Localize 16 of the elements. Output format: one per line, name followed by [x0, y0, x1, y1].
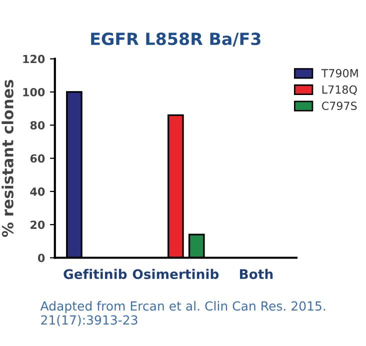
y-tick-label: 80: [30, 121, 45, 130]
y-tick-label: 0: [38, 254, 45, 262]
x-tick-label: Osimertinib: [132, 268, 219, 280]
y-axis-title: % resistant clones: [2, 80, 14, 237]
y-tick-label: 40: [30, 187, 45, 196]
chart-title: EGFR L858R Ba/F3: [91, 32, 260, 46]
y-tick-label: 60: [30, 154, 45, 163]
text: Adapted from Ercan et al. Clin Can Res. 2015. 21(17):3913-23: [40, 301, 326, 326]
y-tick-label: 100: [23, 88, 45, 96]
legend-label: T790M: [321, 69, 358, 78]
x-tick-label: Both: [240, 268, 273, 280]
x-tick-label: Gefitinib: [64, 268, 127, 280]
y-tick-label: 120: [23, 54, 45, 64]
y-tick-label: 20: [30, 220, 45, 229]
legend-label: L718Q: [322, 85, 357, 96]
legend-label: C797S: [322, 102, 357, 110]
